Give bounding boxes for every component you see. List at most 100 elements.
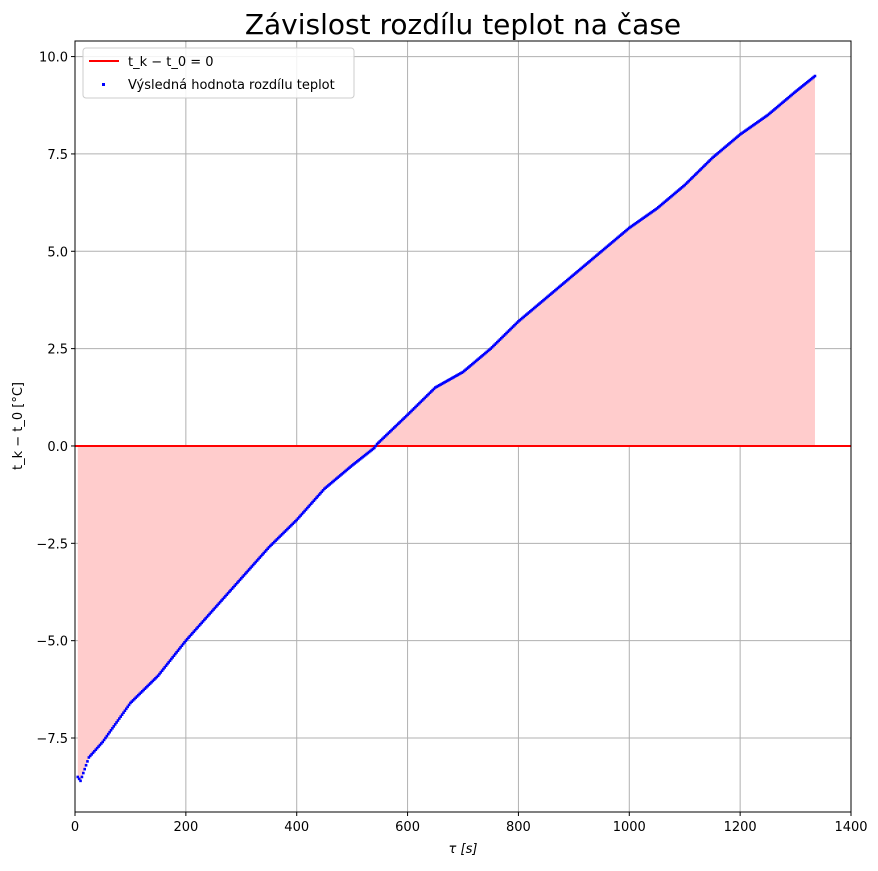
data-point [647, 212, 651, 216]
data-point [716, 152, 720, 155]
data-point [654, 208, 657, 211]
data-point [609, 242, 613, 245]
data-point [143, 687, 147, 690]
data-point [172, 654, 176, 657]
data-point [254, 560, 258, 564]
data-point [778, 103, 782, 107]
data-point [679, 187, 683, 190]
legend: t_k − t_0 = 0 Výsledná hodnota rozdílu t… [82, 47, 355, 99]
data-point [704, 163, 708, 166]
data-point [226, 591, 230, 595]
data-point [393, 426, 396, 429]
data-point [274, 539, 277, 543]
data-point [104, 736, 107, 740]
data-point [634, 221, 638, 225]
data-point [472, 361, 475, 365]
data-point [686, 181, 689, 184]
data-point [588, 259, 591, 263]
data-point [759, 118, 763, 121]
data-point [515, 321, 519, 324]
data-point [737, 134, 741, 137]
data-point [501, 335, 504, 339]
data-point [641, 217, 644, 220]
x-tick-label: 1000 [613, 820, 646, 835]
data-point [138, 692, 141, 696]
x-axis-label-text: τ [s] [449, 842, 478, 857]
data-point [381, 437, 384, 441]
data-point [82, 771, 85, 775]
data-point [241, 575, 244, 579]
data-point [635, 221, 639, 224]
data-point [338, 474, 342, 477]
data-point [407, 412, 411, 415]
data-point [163, 666, 167, 669]
data-point [551, 291, 555, 294]
data-point [585, 262, 589, 265]
data-point [324, 486, 328, 489]
data-point [627, 226, 631, 230]
data-point [271, 542, 275, 545]
data-point [437, 384, 441, 387]
data-point [449, 377, 453, 380]
data-point [767, 112, 771, 116]
data-point [124, 707, 128, 711]
data-point [164, 664, 168, 667]
data-point [701, 165, 705, 169]
data-point [561, 282, 565, 285]
data-point [754, 122, 758, 125]
data-point [435, 385, 438, 389]
data-point [362, 454, 366, 458]
data-point [391, 427, 395, 431]
data-point [191, 631, 194, 635]
data-point [97, 745, 100, 748]
data-point [728, 142, 731, 145]
data-point [356, 460, 359, 463]
data-point [116, 719, 120, 722]
data-point [592, 256, 595, 260]
data-point [382, 436, 386, 439]
data-point [680, 186, 684, 189]
data-point [773, 108, 776, 111]
data-point [239, 577, 243, 580]
data-point [497, 339, 500, 343]
data-point [398, 421, 401, 424]
data-point [657, 206, 660, 209]
data-point [668, 196, 672, 199]
data-point [745, 128, 749, 132]
data-point [234, 582, 238, 586]
data-point [724, 145, 727, 148]
data-point [170, 657, 173, 661]
data-point [305, 506, 309, 510]
data-point [708, 159, 712, 162]
data-point [159, 671, 163, 674]
data-point [444, 380, 448, 383]
data-point [519, 317, 523, 321]
data-point [779, 102, 783, 106]
data-point [651, 209, 655, 213]
data-point [503, 333, 507, 336]
data-point [377, 441, 380, 445]
data-point [168, 659, 172, 662]
data-point [265, 548, 268, 552]
data-point [342, 470, 346, 474]
data-point [664, 199, 668, 202]
data-point [498, 338, 502, 341]
data-point [518, 318, 522, 322]
data-point [76, 775, 80, 779]
data-point [369, 449, 372, 453]
data-point [428, 391, 432, 395]
data-point [650, 210, 654, 214]
data-point [399, 419, 403, 423]
data-point [395, 423, 399, 427]
data-point [218, 600, 222, 604]
data-point [122, 711, 125, 715]
data-point [489, 347, 493, 350]
data-point [181, 642, 185, 646]
chart-title: Závislost rozdílu teplot na čase [245, 8, 681, 41]
data-point [291, 522, 295, 526]
data-point [690, 177, 693, 180]
data-point [119, 715, 123, 718]
data-point [204, 617, 207, 620]
data-point [242, 574, 246, 577]
data-point [225, 593, 229, 596]
